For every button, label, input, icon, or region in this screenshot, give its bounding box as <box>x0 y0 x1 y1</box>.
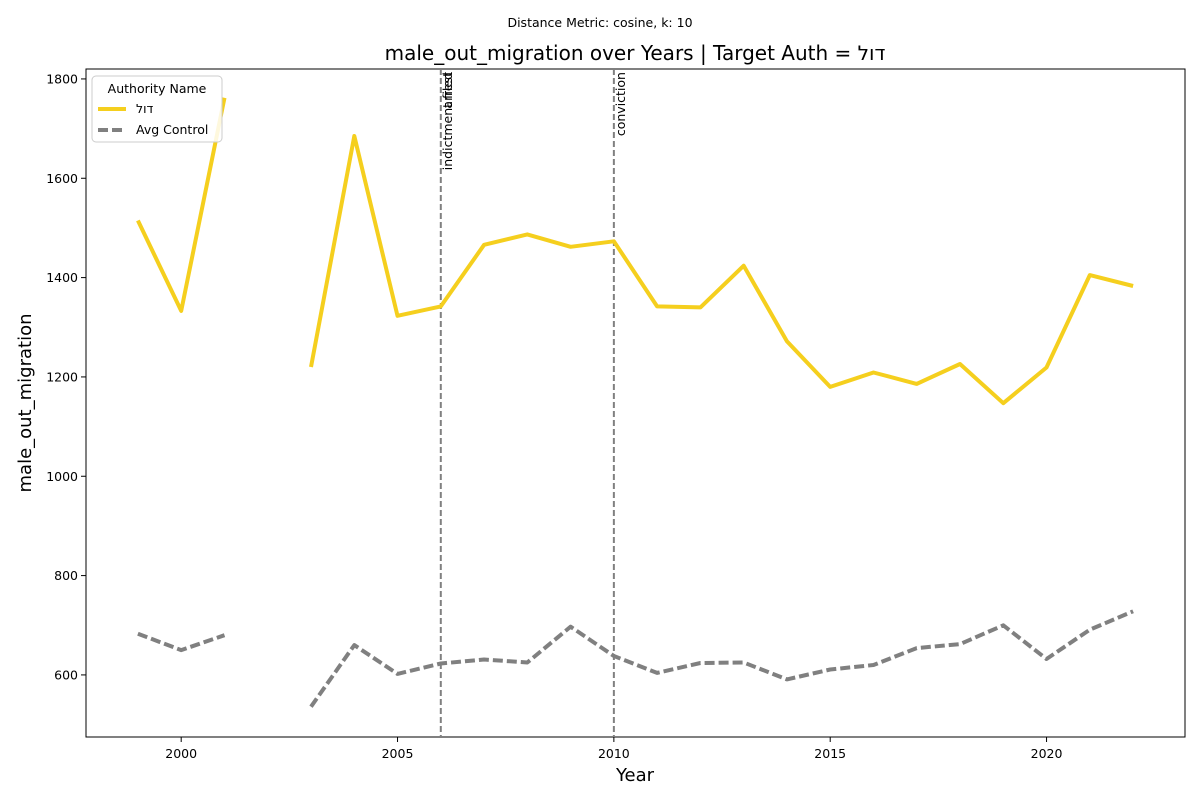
y-axis-label: male_out_migration <box>15 314 36 493</box>
x-tick-label: 2020 <box>1031 746 1063 761</box>
y-tick-label: 600 <box>54 667 78 682</box>
annotation-label: indictment filed <box>440 72 455 170</box>
legend-label-1: Avg Control <box>136 122 208 137</box>
legend-box <box>91 75 223 143</box>
x-tick-label: 2015 <box>814 746 846 761</box>
chart-title: male_out_migration over Years | Target A… <box>385 41 886 65</box>
y-tick-label: 1600 <box>46 171 78 186</box>
legend: Authority Name דול Avg Control <box>91 75 223 143</box>
y-tick-label: 1000 <box>46 469 78 484</box>
x-tick-label: 2010 <box>598 746 630 761</box>
x-axis-ticks: 2000 2005 2010 2015 2020 <box>165 737 1062 761</box>
y-tick-label: 1200 <box>46 369 78 384</box>
x-axis-label: Year <box>615 765 655 786</box>
y-tick-label: 1400 <box>46 270 78 285</box>
legend-label-0: דול <box>136 101 154 116</box>
y-axis-ticks: 600 800 1000 1200 1400 1600 1800 <box>46 71 86 682</box>
series-line-0-segment-0 <box>136 97 227 313</box>
x-tick-label: 2000 <box>165 746 197 761</box>
legend-title: Authority Name <box>108 81 207 96</box>
series-line-1-segment-0 <box>137 631 226 653</box>
x-tick-label: 2005 <box>382 746 414 761</box>
series-line-1-segment-1 <box>309 609 1134 708</box>
annotation-label: arrest <box>440 72 455 109</box>
annotation-label: conviction <box>613 72 628 136</box>
chart-suptitle: Distance Metric: cosine, k: 10 <box>507 15 692 30</box>
y-tick-label: 800 <box>54 568 78 583</box>
y-tick-label: 1800 <box>46 71 78 86</box>
series-layer <box>136 97 1134 708</box>
plot-area <box>85 68 1186 738</box>
series-line-0-segment-1 <box>309 134 1134 406</box>
